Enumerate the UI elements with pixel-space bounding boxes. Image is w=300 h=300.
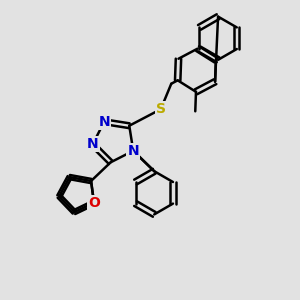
- Text: N: N: [128, 144, 139, 158]
- Text: S: S: [156, 102, 166, 116]
- Text: N: N: [98, 115, 110, 129]
- Text: O: O: [88, 196, 100, 210]
- Text: N: N: [87, 137, 98, 152]
